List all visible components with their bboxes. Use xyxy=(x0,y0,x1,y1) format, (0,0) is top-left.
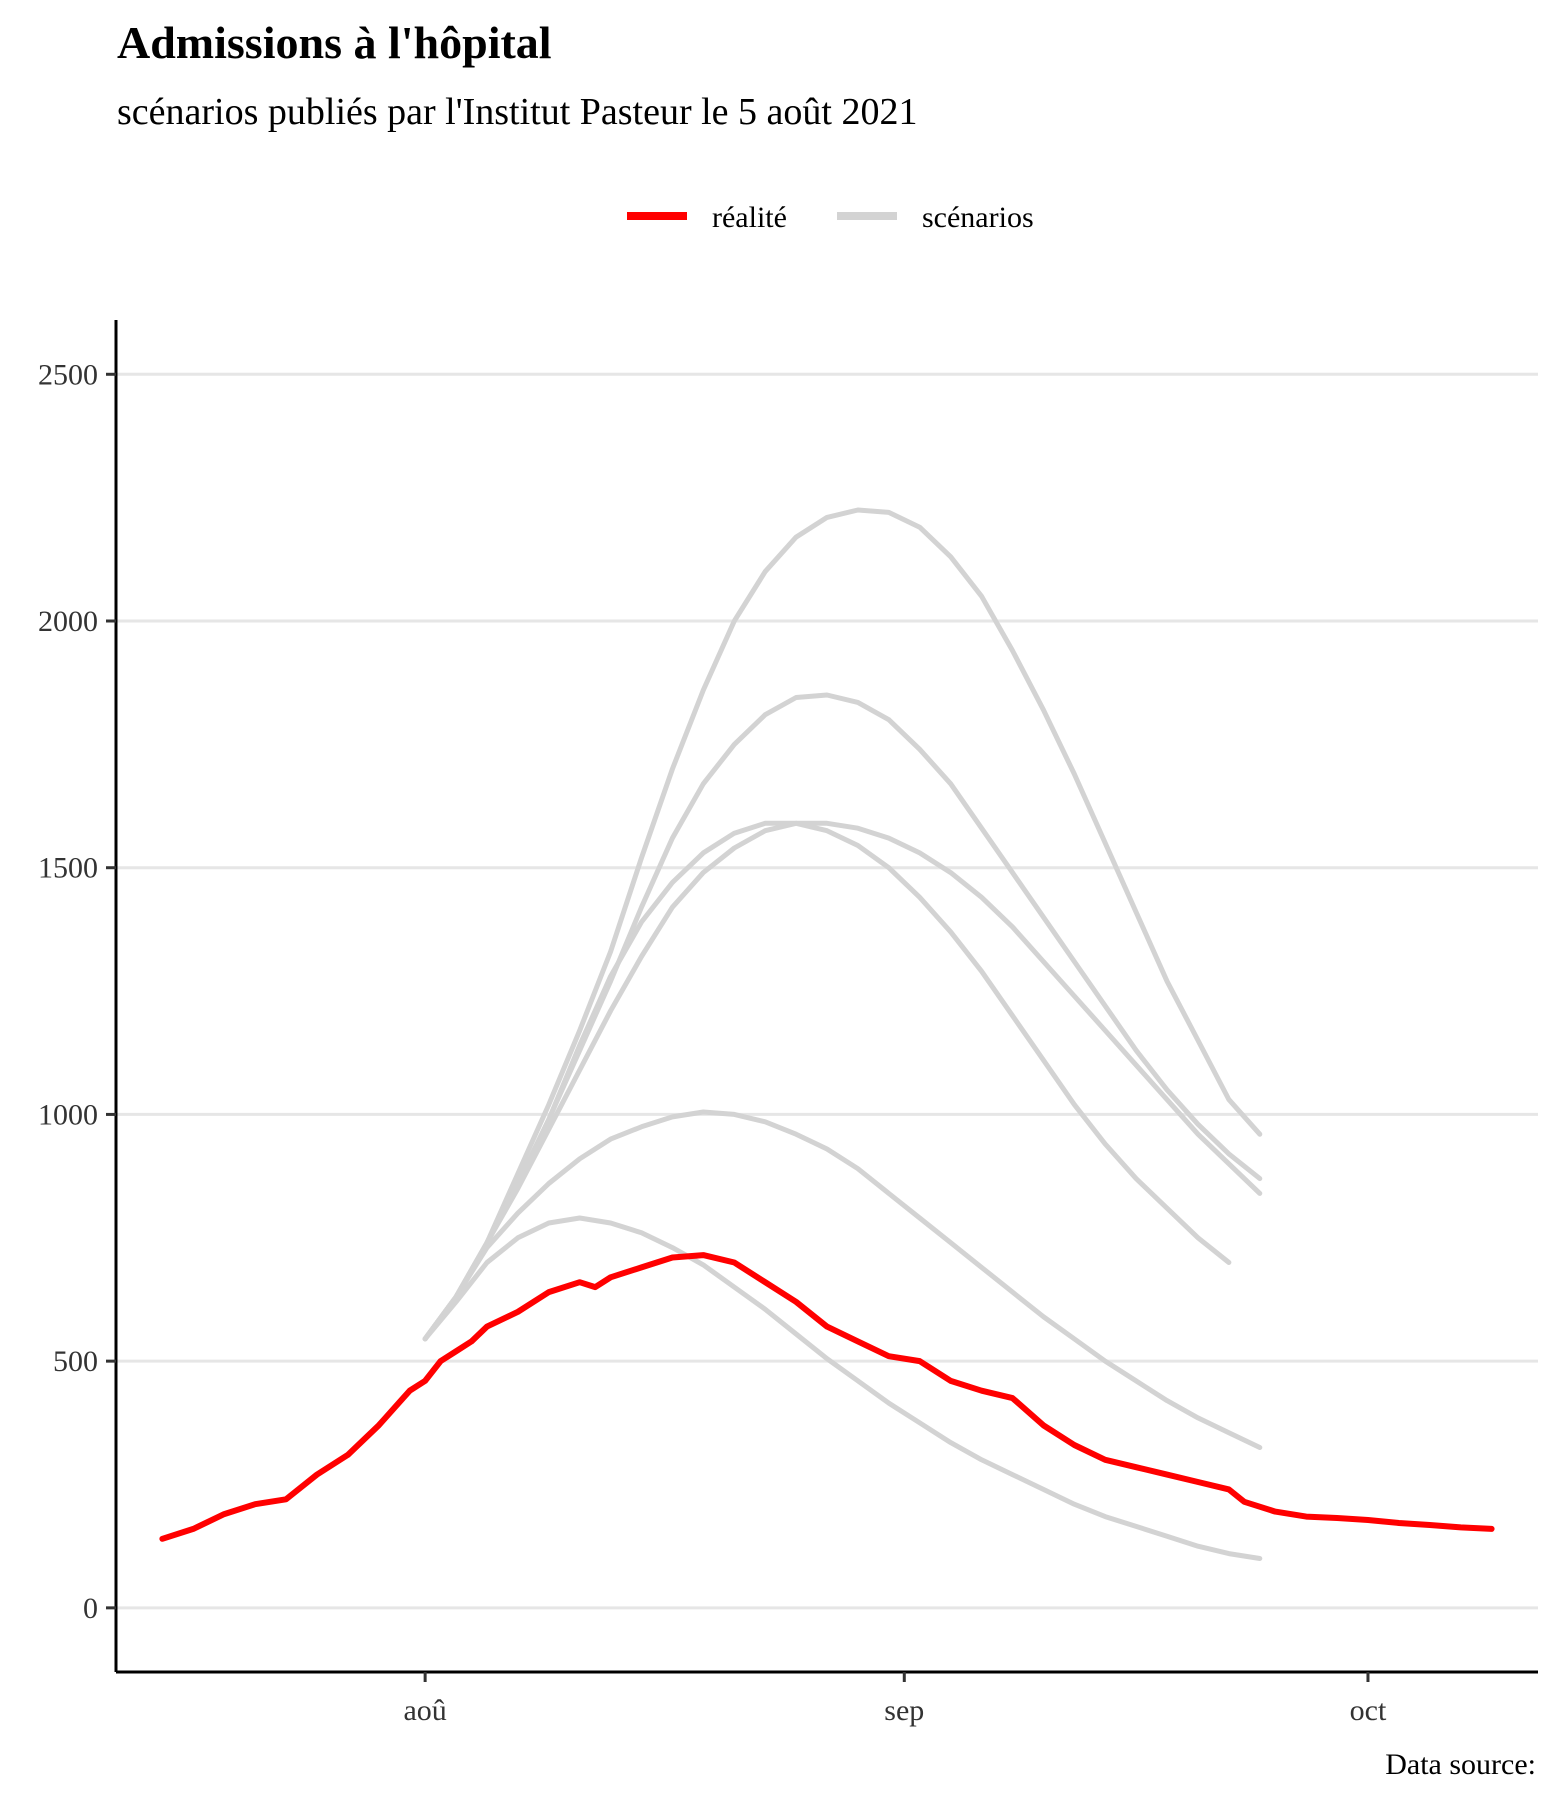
scenario-line-6 xyxy=(422,1215,1263,1561)
scenario-line-5 xyxy=(422,1109,1263,1450)
scenario-line-3 xyxy=(422,820,1263,1342)
reality-line xyxy=(159,1252,1495,1542)
scenario-line-1 xyxy=(422,507,1263,1342)
scenario-line-4 xyxy=(422,820,1232,1342)
legend: réalité scénarios xyxy=(627,201,1034,234)
chart-title: Admissions à l'hôpital xyxy=(117,17,552,68)
x-tick-label-sep: sep xyxy=(884,1694,924,1727)
y-tick-label-1000: 1000 xyxy=(38,1098,98,1131)
gridlines xyxy=(116,372,1538,1610)
y-axis-ticks: 0 500 1000 1500 2000 2500 xyxy=(38,358,116,1625)
y-tick-label-500: 500 xyxy=(53,1345,98,1378)
caption-data-source: Data source: xyxy=(1385,1748,1536,1781)
legend-label-realite: réalité xyxy=(712,201,787,234)
y-tick-label-0: 0 xyxy=(83,1592,98,1625)
x-tick-label-oct: oct xyxy=(1350,1694,1387,1727)
y-tick-label-2500: 2500 xyxy=(38,358,98,391)
chart-subtitle: scénarios publiés par l'Institut Pasteur… xyxy=(117,91,917,133)
reality-line-group xyxy=(159,1252,1495,1542)
x-tick-label-aoû: aoû xyxy=(403,1694,446,1727)
y-tick-label-1500: 1500 xyxy=(38,852,98,885)
legend-label-scenarios: scénarios xyxy=(922,201,1034,234)
y-tick-label-2000: 2000 xyxy=(38,605,98,638)
scenario-lines xyxy=(422,507,1263,1561)
x-axis-ticks: aoû sep oct xyxy=(403,1672,1387,1727)
